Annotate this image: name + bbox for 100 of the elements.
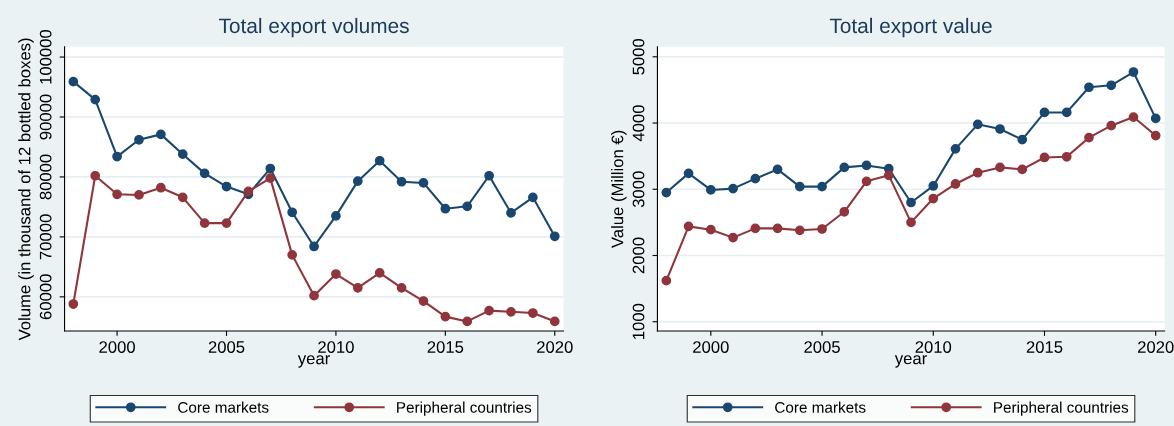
point — [440, 203, 451, 214]
x-axis-title: year — [894, 355, 927, 368]
point — [1017, 134, 1028, 145]
point — [506, 306, 516, 317]
point — [1128, 112, 1139, 122]
point — [68, 299, 79, 309]
x-tick-label: 2020 — [1138, 341, 1174, 353]
chart-title: Total export value — [829, 17, 992, 38]
point — [794, 225, 805, 236]
point — [199, 168, 210, 179]
point — [906, 197, 916, 208]
point — [177, 192, 188, 203]
point — [1017, 164, 1028, 175]
point — [90, 170, 101, 181]
x-tick-label: 2005 — [208, 341, 245, 353]
point — [1106, 120, 1117, 131]
point — [1128, 67, 1139, 77]
point — [928, 181, 939, 191]
point — [221, 218, 232, 228]
point — [309, 241, 319, 252]
y-tick-label: 80000 — [39, 154, 52, 200]
point — [374, 267, 385, 278]
point — [134, 190, 144, 200]
x-tick-label: 2010 — [915, 341, 952, 353]
x-tick-label: 2020 — [537, 341, 573, 353]
point — [528, 192, 538, 203]
y-tick-label: 90000 — [39, 94, 52, 140]
y-tick-label: 3000 — [632, 171, 645, 208]
point — [972, 119, 983, 130]
point — [331, 211, 341, 221]
point — [331, 269, 341, 279]
y-tick-label: 100000 — [39, 29, 52, 84]
point — [199, 218, 210, 228]
point — [661, 275, 672, 286]
point — [155, 182, 166, 193]
point — [1084, 132, 1094, 143]
point — [484, 305, 494, 316]
point — [418, 296, 429, 306]
point — [683, 168, 694, 179]
point — [309, 290, 319, 301]
y-tick-label: 60000 — [39, 274, 52, 320]
point — [374, 155, 385, 166]
point — [772, 164, 783, 175]
point — [352, 176, 363, 186]
point — [995, 124, 1005, 134]
point — [462, 316, 473, 327]
point — [265, 163, 276, 174]
point — [817, 224, 827, 234]
point — [1106, 80, 1117, 91]
point — [396, 176, 407, 187]
point — [861, 160, 872, 171]
x-tick-label: 2000 — [99, 341, 135, 353]
point — [794, 181, 805, 192]
x-tick-label: 2000 — [693, 341, 729, 353]
y-axis-title: Volume (in thousand of 12 bottled boxes) — [18, 38, 34, 341]
point — [549, 231, 560, 242]
point — [134, 134, 144, 145]
point — [839, 206, 850, 217]
point — [287, 250, 298, 260]
x-tick-label: 2010 — [318, 341, 354, 353]
point — [1039, 152, 1050, 163]
x-tick-label: 2005 — [804, 341, 840, 353]
point — [177, 149, 188, 160]
point — [950, 143, 961, 154]
point — [221, 181, 232, 192]
point — [112, 151, 122, 162]
point — [484, 170, 494, 181]
point — [1039, 107, 1050, 118]
point — [1150, 113, 1161, 124]
legend-label: Core markets — [178, 401, 269, 413]
point — [90, 94, 101, 105]
x-tick-label: 2015 — [1026, 341, 1063, 353]
legend-label: Core markets — [775, 401, 866, 413]
point — [661, 187, 672, 198]
point — [972, 167, 983, 178]
point — [772, 223, 783, 234]
x-tick-label: 2015 — [427, 341, 464, 353]
point — [287, 207, 298, 218]
point — [352, 282, 363, 293]
point — [155, 129, 166, 140]
point — [705, 224, 716, 235]
point — [883, 170, 894, 181]
point — [995, 162, 1005, 173]
x-axis-title: year — [297, 355, 330, 368]
point — [928, 193, 939, 204]
y-tick-label: 5000 — [632, 38, 645, 75]
legend-label: Peripheral countries — [397, 401, 532, 416]
point — [1061, 151, 1072, 162]
point — [750, 223, 761, 234]
chart-title: Total export volumes — [218, 17, 409, 38]
y-axis-title: Value (Million €) — [611, 130, 627, 248]
point — [906, 217, 916, 228]
point — [705, 185, 716, 195]
y-tick-label: 4000 — [632, 105, 645, 142]
point — [728, 232, 738, 243]
point — [418, 178, 429, 188]
point — [506, 208, 516, 218]
point — [950, 179, 961, 189]
point — [683, 221, 694, 232]
point — [1084, 82, 1094, 93]
